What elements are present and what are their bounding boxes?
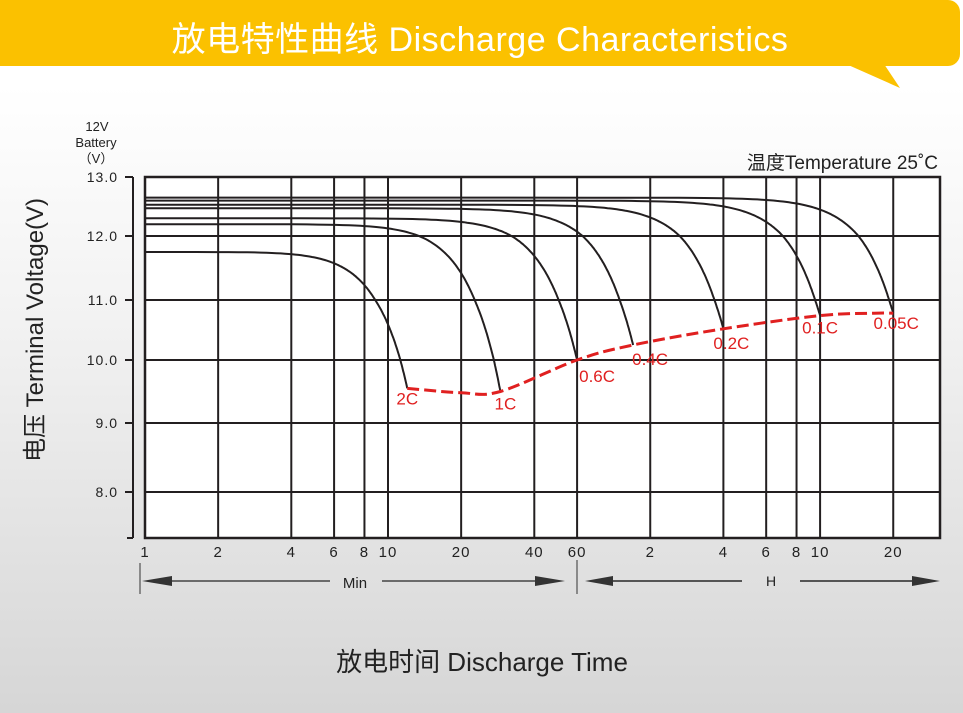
x-tick-label: 1 (140, 544, 149, 561)
series-label: 0.05C (874, 314, 919, 333)
y-tick-label: 13.0 (87, 169, 118, 185)
discharge-curve-0.6C (145, 217, 579, 361)
title-banner: 放电特性曲线 Discharge Characteristics (0, 0, 960, 66)
x-tick-label: 6 (762, 544, 771, 561)
discharge-curve-1C (145, 223, 502, 392)
x-tick-label: 20 (884, 544, 903, 561)
x-tick-label: 20 (452, 544, 471, 561)
battery-label-1: 12V (85, 119, 108, 134)
min-unit-label: Min (343, 575, 367, 592)
x-tick-label: 40 (525, 544, 544, 561)
x-tick-label: 2 (213, 544, 222, 561)
discharge-curve-0.1C (145, 199, 822, 316)
temperature-note: 温度Temperature 25˚C (747, 152, 938, 174)
y-tick-label: 9.0 (96, 415, 118, 431)
x-tick-label: 8 (792, 544, 801, 561)
series-label: 0.6C (579, 367, 615, 386)
y-tick-label: 11.0 (88, 292, 118, 308)
x-tick-label: 2 (646, 544, 655, 561)
x-tick-label: 60 (568, 544, 587, 561)
x-tick-label: 10 (379, 544, 398, 561)
series-label: 1C (494, 395, 516, 414)
x-tick-label: 4 (719, 544, 728, 561)
series-label: 0.1C (802, 319, 838, 338)
battery-label-2: Battery (75, 135, 117, 150)
cutoff-voltage-line (407, 311, 894, 396)
arrow-right-icon (535, 576, 565, 586)
discharge-curve-0.4C (145, 207, 635, 346)
arrow-left-icon (142, 576, 172, 586)
hour-unit-label: H (766, 573, 776, 589)
y-tick-label: 12.0 (87, 228, 118, 244)
battery-label-3: （V） (79, 151, 114, 166)
y-tick-label: 10.0 (87, 352, 118, 368)
y-tick-label: 8.0 (96, 484, 118, 500)
discharge-curve-2C (145, 251, 409, 389)
x-tick-label: 4 (287, 544, 296, 561)
series-label: 0.2C (713, 334, 749, 353)
x-tick-label: 6 (329, 544, 338, 561)
arrow-right-icon (912, 576, 940, 586)
arrow-left-icon (585, 576, 613, 586)
y-axis-label: 电压 Terminal Voltage(V) (22, 198, 49, 462)
x-axis-label: 放电时间 Discharge Time (336, 647, 628, 677)
series-label: 2C (396, 389, 418, 408)
plot-area (143, 175, 942, 540)
series-label: 0.4C (632, 350, 668, 369)
page-title: 放电特性曲线 Discharge Characteristics (171, 21, 789, 59)
discharge-curve-0.2C (145, 203, 725, 330)
banner-tail (846, 64, 900, 88)
x-tick-label: 10 (811, 544, 830, 561)
discharge-curve-0.05C (144, 196, 895, 314)
x-tick-label: 8 (360, 544, 369, 561)
